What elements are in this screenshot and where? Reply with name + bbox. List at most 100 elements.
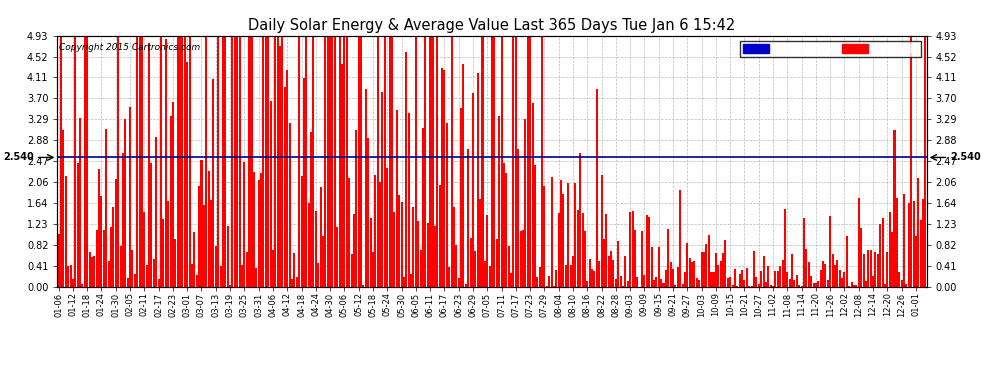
Bar (591, 268, 593, 287)
Bar (339, 36, 341, 287)
Bar (201, 160, 203, 287)
Bar (377, 36, 379, 287)
Bar (913, 201, 915, 287)
Bar (701, 252, 703, 287)
Bar (132, 251, 134, 287)
Bar (450, 36, 452, 287)
Bar (157, 279, 159, 287)
Bar (739, 274, 741, 287)
Bar (86, 36, 88, 287)
Bar (657, 247, 659, 287)
Bar (910, 36, 912, 287)
Bar (241, 265, 243, 287)
Bar (289, 123, 291, 287)
Bar (593, 271, 595, 287)
Bar (60, 36, 62, 287)
Bar (79, 117, 81, 287)
Bar (350, 254, 352, 287)
Bar (417, 221, 419, 287)
Bar (629, 212, 632, 287)
Bar (891, 232, 893, 287)
Bar (715, 253, 717, 287)
Bar (569, 265, 571, 287)
Bar (84, 36, 86, 287)
Bar (398, 195, 400, 287)
Bar (843, 272, 845, 287)
Bar (429, 36, 431, 287)
Bar (217, 36, 219, 287)
Bar (193, 232, 195, 287)
Bar (645, 215, 647, 287)
Bar (727, 278, 729, 287)
Bar (146, 266, 148, 287)
Bar (67, 266, 69, 287)
Bar (886, 252, 888, 287)
Bar (284, 87, 286, 287)
Bar (901, 280, 903, 287)
Bar (493, 36, 495, 287)
Bar (520, 231, 522, 287)
Bar (632, 211, 634, 287)
Bar (710, 272, 712, 287)
Bar (462, 63, 464, 287)
Bar (472, 93, 474, 287)
Bar (276, 36, 279, 287)
Bar (248, 36, 250, 287)
Bar (730, 277, 732, 287)
Bar (220, 266, 222, 287)
Bar (298, 36, 300, 287)
Bar (784, 209, 786, 287)
Bar (877, 254, 879, 287)
Bar (698, 280, 700, 287)
Bar (884, 284, 886, 287)
Bar (410, 274, 412, 287)
Bar (813, 283, 815, 287)
Bar (565, 265, 567, 287)
Bar (644, 275, 645, 287)
Bar (308, 202, 310, 287)
Bar (257, 180, 259, 287)
Bar (169, 117, 171, 287)
Bar (191, 264, 193, 287)
Bar (579, 153, 581, 287)
Bar (110, 228, 112, 287)
Bar (329, 36, 331, 287)
Bar (637, 277, 639, 287)
Bar (444, 69, 446, 287)
Bar (806, 249, 808, 287)
Bar (762, 256, 764, 287)
Bar (310, 132, 312, 287)
Bar (713, 272, 715, 287)
Bar (225, 36, 227, 287)
Bar (803, 218, 805, 287)
Bar (839, 270, 841, 287)
Bar (389, 36, 391, 287)
Bar (203, 205, 205, 287)
Bar (222, 36, 224, 287)
Bar (581, 213, 583, 287)
Bar (922, 199, 924, 287)
Bar (91, 256, 93, 287)
Bar (498, 116, 500, 287)
Bar (469, 238, 471, 287)
Bar (767, 266, 769, 287)
Bar (286, 69, 288, 287)
Bar (246, 252, 248, 287)
Bar (572, 256, 574, 287)
Bar (898, 272, 900, 287)
Bar (303, 78, 305, 287)
Bar (577, 210, 579, 287)
Bar (553, 286, 555, 287)
Bar (753, 251, 755, 287)
Bar (503, 162, 505, 287)
Bar (296, 278, 298, 287)
Bar (162, 219, 164, 287)
Bar (796, 275, 798, 287)
Bar (655, 277, 657, 287)
Bar (64, 176, 66, 287)
Bar (705, 244, 708, 287)
Bar (703, 252, 705, 287)
Bar (405, 52, 407, 287)
Bar (144, 211, 146, 287)
Bar (837, 260, 839, 287)
